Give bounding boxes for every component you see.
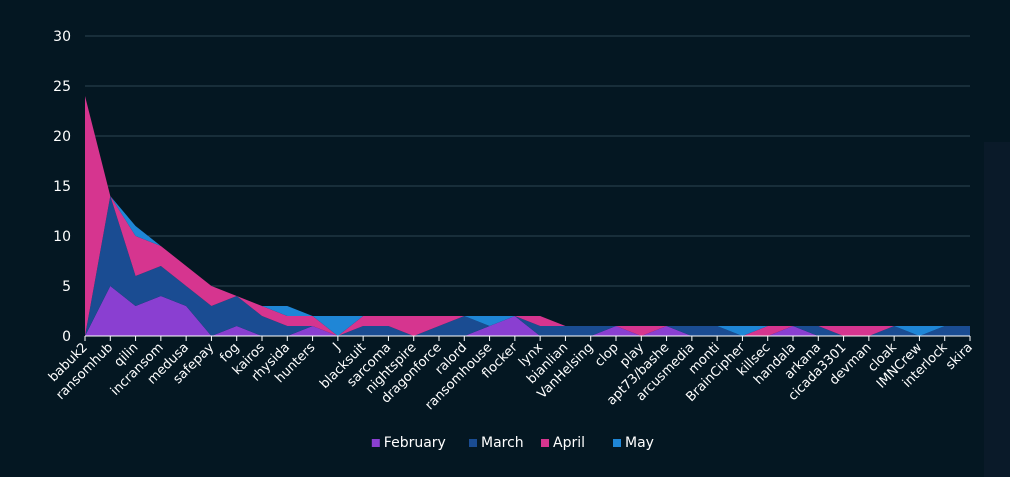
legend-swatch [469,439,477,447]
y-tick-label: 5 [62,279,71,295]
side-panel [984,142,1010,477]
series-area-april [85,96,970,336]
legend-label: April [553,435,585,451]
legend-item-february[interactable]: February [371,435,446,451]
legend-label: March [481,435,524,451]
legend-swatch [371,439,380,447]
x-axis: babuk2ransomhubqilinincransommedusasafep… [46,335,976,413]
legend: February March April May [371,435,654,451]
x-tick-label: J [330,340,344,354]
x-tick-label: skira [943,340,976,373]
legend-swatch [613,439,621,447]
y-tick-label: 10 [53,229,71,245]
y-tick-label: 30 [53,29,71,45]
series-area-march [85,196,970,336]
legend-label: February [384,435,446,451]
y-tick-label: 25 [53,79,71,95]
y-tick-label: 15 [53,179,71,195]
legend-item-may[interactable]: May [613,435,654,451]
legend-item-april[interactable]: April [541,435,585,451]
legend-label: May [625,435,654,451]
y-axis: 0 5 10 15 20 25 30 [53,29,71,345]
legend-swatch [541,439,549,447]
y-tick-label: 20 [53,129,71,145]
y-tick-label: 0 [62,329,71,345]
series-areas [85,96,970,336]
x-tick-label: clop [592,340,622,370]
legend-item-march[interactable]: March [469,435,524,451]
